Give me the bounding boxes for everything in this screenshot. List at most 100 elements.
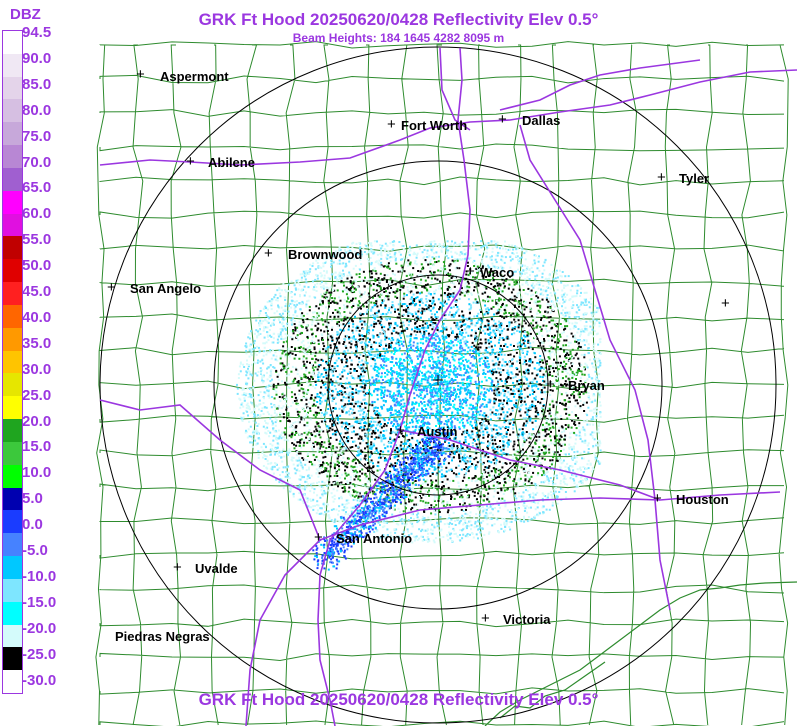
legend-swatch — [3, 236, 22, 260]
city-label: Uvalde — [195, 561, 238, 576]
legend-tick-label: -5.0 — [22, 542, 48, 559]
legend-swatch — [3, 282, 22, 306]
radar-site-marker — [433, 375, 443, 385]
beam-heights-label: Beam Heights: 184 1645 4282 8095 m — [292, 31, 505, 45]
city-marker-icon: + — [314, 529, 323, 546]
city-marker-icon: + — [498, 111, 507, 128]
legend-tick-label: -15.0 — [22, 593, 57, 611]
legend-unit-label: DBZ — [10, 6, 41, 23]
legend-tick-label: 15.0 — [22, 438, 52, 456]
legend-tick-label: -25.0 — [22, 645, 57, 663]
legend-tick-label: 60.0 — [22, 205, 52, 223]
reflectivity-echoes — [236, 240, 602, 571]
highway-i20 — [99, 69, 797, 166]
range-ring-inner — [327, 274, 549, 496]
highway-i45 — [519, 124, 671, 611]
legend-swatch — [3, 122, 22, 146]
city-marker-icon: + — [107, 279, 116, 296]
legend-swatch — [3, 578, 22, 603]
legend-tick-label: -20.0 — [22, 619, 57, 637]
city-label: Abilene — [208, 155, 255, 170]
legend-tick-label: 30.0 — [22, 360, 52, 378]
legend-swatch — [3, 259, 22, 283]
city-marker-icon: + — [396, 422, 405, 439]
city-label: Waco — [480, 265, 515, 280]
city-marker-icon: + — [173, 559, 182, 576]
range-rings — [99, 46, 777, 724]
coastline — [484, 581, 797, 726]
legend-tick-label: 5.0 — [22, 490, 43, 508]
interstate-highways — [99, 47, 797, 726]
legend-swatch — [3, 647, 22, 671]
city-label: Piedras Negras — [115, 629, 210, 644]
legend-swatch — [3, 419, 22, 443]
range-ring-outer — [99, 46, 777, 724]
highway-i35 — [317, 47, 471, 726]
legend-swatch — [3, 601, 22, 625]
legend-tick-label: 70.0 — [22, 153, 52, 171]
legend-swatch — [3, 396, 22, 420]
city-label: Brownwood — [288, 247, 363, 262]
legend-tick-label: 45.0 — [22, 283, 52, 300]
legend-tick-label: 90.0 — [22, 49, 52, 67]
legend-swatch — [3, 190, 22, 215]
highway-i10-west — [245, 539, 321, 726]
legend-tick-label: 85.0 — [22, 75, 52, 93]
legend-swatch — [3, 53, 22, 78]
legend-tick-label: -10.0 — [22, 567, 57, 585]
city-label: Austin — [417, 424, 458, 439]
legend-swatch — [3, 76, 22, 100]
legend-tick-label: 25.0 — [22, 386, 52, 404]
legend-tick-label: 20.0 — [22, 412, 52, 430]
legend-swatch — [3, 556, 22, 580]
legend-swatch — [3, 441, 22, 466]
legend-swatch — [3, 213, 22, 237]
highway-us290 — [399, 429, 661, 501]
highway-i35e — [439, 47, 471, 131]
legend-tick-label: 35.0 — [22, 334, 52, 352]
highway-i10 — [99, 399, 781, 542]
legend-swatch — [3, 533, 22, 557]
footer-title: GRK Ft Hood 20250620/0428 Reflectivity E… — [198, 690, 599, 709]
city-label: Victoria — [503, 612, 551, 627]
legend-swatch — [3, 464, 22, 489]
page-title: GRK Ft Hood 20250620/0428 Reflectivity E… — [198, 10, 599, 29]
legend-tick-label: 10.0 — [22, 464, 52, 482]
legend-swatch — [3, 327, 22, 352]
city-label: Tyler — [679, 171, 710, 186]
legend-swatch — [3, 99, 22, 123]
city-label: Fort Worth — [401, 118, 468, 133]
legend-tick-label: 65.0 — [22, 179, 52, 197]
legend-swatch — [3, 373, 22, 397]
legend-tick-label: 80.0 — [22, 101, 52, 119]
city-label: San Antonio — [336, 531, 413, 546]
legend-swatch — [3, 670, 22, 694]
color-legend — [2, 30, 23, 694]
highway-i30 — [499, 59, 701, 111]
legend-tick-label: 0.0 — [22, 516, 43, 534]
city-marker-icon: + — [481, 610, 490, 627]
legend-swatch — [3, 304, 22, 329]
legend-swatch — [3, 350, 22, 374]
city-marker-icon: + — [657, 169, 666, 186]
city-label: Bryan — [568, 378, 605, 393]
city-marker-icon: + — [466, 263, 475, 280]
legend-tick-label: 75.0 — [22, 127, 52, 145]
city-label: Houston — [676, 492, 729, 507]
city-marker-icon: + — [546, 376, 555, 393]
legend-swatch — [3, 624, 22, 648]
city-marker-icon: + — [264, 245, 273, 262]
city-label: Aspermont — [160, 69, 229, 84]
legend-tick-label: 94.5 — [22, 24, 52, 41]
city-label: San Angelo — [130, 281, 202, 296]
city-marker-icon: + — [186, 153, 195, 170]
city-label: Dallas — [522, 113, 561, 128]
legend-swatch — [3, 510, 22, 534]
city-marker-icon: + — [653, 490, 662, 507]
legend-tick-label: 40.0 — [22, 308, 52, 326]
legend-tick-label: -30.0 — [22, 671, 57, 689]
city-marker-icon: + — [721, 295, 730, 312]
legend-swatch — [3, 167, 22, 192]
